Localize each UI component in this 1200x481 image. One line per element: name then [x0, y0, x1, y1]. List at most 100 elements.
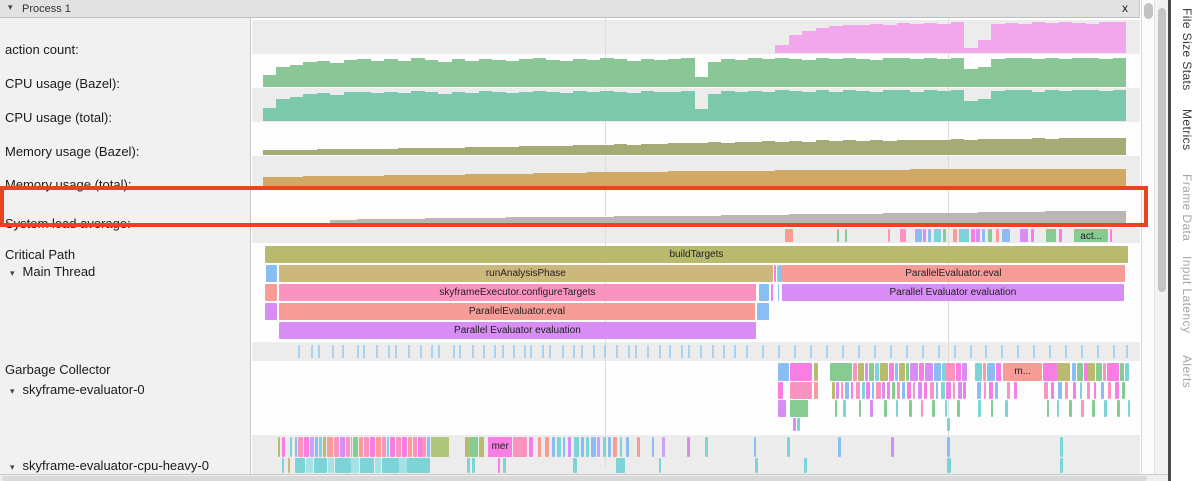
trace-slice[interactable]: [942, 229, 946, 242]
trace-slice[interactable]: [334, 458, 351, 473]
gc-tick[interactable]: [857, 345, 860, 358]
trace-slice[interactable]: [929, 382, 934, 399]
trace-slice[interactable]: [282, 437, 285, 457]
trace-slice[interactable]: [557, 437, 562, 457]
trace-slice[interactable]: [935, 382, 939, 399]
trace-slice[interactable]: [1056, 400, 1060, 417]
trace-slice[interactable]: [983, 382, 987, 399]
gc-tick[interactable]: [700, 345, 703, 358]
trace-slice[interactable]: [1119, 363, 1124, 381]
flame-row[interactable]: mer: [252, 437, 1140, 457]
trace-slice[interactable]: [426, 437, 430, 457]
trace-slice[interactable]: [290, 437, 292, 457]
trace-slice[interactable]: [662, 437, 665, 457]
trace-slice[interactable]: [831, 382, 835, 399]
gc-tick[interactable]: [1001, 345, 1004, 358]
trace-slice[interactable]: [651, 437, 655, 457]
track-vertical-scrollbar[interactable]: [1141, 0, 1154, 474]
trace-slice[interactable]: [941, 382, 945, 399]
gc-tick[interactable]: [634, 345, 637, 358]
trace-slice[interactable]: [574, 437, 579, 457]
gc-tick[interactable]: [873, 345, 876, 358]
trace-slice[interactable]: [608, 437, 611, 457]
trace-slice[interactable]: [840, 382, 844, 399]
chevron-down-icon[interactable]: ▾: [10, 386, 15, 396]
gc-tick[interactable]: [921, 345, 924, 358]
gc-tick[interactable]: [627, 345, 630, 358]
gc-tick[interactable]: [761, 345, 764, 358]
trace-slice[interactable]: [350, 437, 353, 457]
trace-slice[interactable]: [774, 265, 776, 282]
trace-slice[interactable]: [1072, 382, 1077, 399]
trace-slice[interactable]: [777, 363, 790, 381]
flame-row[interactable]: skyframeExecutor.configureTargets Paralle…: [252, 284, 1140, 301]
trace-slice[interactable]: [933, 229, 942, 242]
trace-slice[interactable]: [323, 437, 326, 457]
trace-slice[interactable]: [907, 382, 911, 399]
trace-slice[interactable]: [309, 437, 315, 457]
trace-slice[interactable]: [1076, 363, 1084, 381]
trace-slice[interactable]: [1116, 400, 1120, 417]
trace-slice[interactable]: [529, 437, 533, 457]
page-vertical-scrollbar-thumb[interactable]: [1158, 8, 1166, 292]
gc-tick[interactable]: [889, 345, 892, 358]
trace-slice[interactable]: [1100, 382, 1105, 399]
trace-slice[interactable]: [845, 229, 848, 242]
trace-slice[interactable]: [408, 437, 412, 457]
track-row-system-load[interactable]: [252, 190, 1140, 227]
trace-slice[interactable]: [363, 437, 370, 457]
gc-tick[interactable]: [356, 345, 359, 358]
trace-slice[interactable]: [328, 458, 334, 473]
tab-file-size-stats[interactable]: File Size Stats: [1180, 8, 1194, 91]
flame-row[interactable]: buildTargets: [252, 246, 1140, 263]
gc-tick[interactable]: [529, 345, 532, 358]
gc-tick[interactable]: [387, 345, 390, 358]
trace-slice[interactable]: [882, 382, 886, 399]
gc-tick[interactable]: [363, 345, 365, 358]
trace-slice[interactable]: [779, 265, 782, 282]
trace-slice[interactable]: [933, 363, 942, 381]
trace-slice[interactable]: [886, 382, 891, 399]
horizontal-scrollbar-thumb[interactable]: [2, 476, 1147, 481]
trace-slice[interactable]: [1124, 363, 1130, 381]
gc-tick[interactable]: [1125, 345, 1128, 358]
flame-row[interactable]: [252, 458, 1140, 473]
gc-tick[interactable]: [494, 345, 497, 358]
trace-slice[interactable]: [613, 437, 617, 457]
gc-tick[interactable]: [937, 345, 940, 358]
gc-tick[interactable]: [841, 345, 844, 358]
gc-tick[interactable]: [472, 345, 475, 358]
track-vertical-scrollbar-thumb[interactable]: [1144, 3, 1153, 19]
gc-tick[interactable]: [793, 345, 796, 358]
trace-slice[interactable]: [971, 229, 976, 242]
trace-slice[interactable]: [974, 363, 982, 381]
trace-slice[interactable]: [836, 382, 839, 399]
gc-tick[interactable]: [408, 345, 411, 358]
trace-slice[interactable]: [777, 284, 780, 301]
trace-slice[interactable]: ParallelEvaluator.eval: [278, 303, 755, 320]
trace-slice[interactable]: [306, 458, 314, 473]
trace-slice[interactable]: [875, 363, 879, 381]
trace-slice[interactable]: [1059, 229, 1063, 242]
trace-slice[interactable]: [1030, 229, 1034, 242]
trace-slice[interactable]: [952, 229, 957, 242]
trace-slice[interactable]: [790, 382, 813, 399]
gc-tick[interactable]: [317, 345, 320, 358]
trace-slice[interactable]: [790, 363, 813, 381]
trace-slice[interactable]: [978, 400, 982, 417]
trace-slice[interactable]: [333, 437, 339, 457]
trace-slice[interactable]: [899, 363, 905, 381]
trace-slice[interactable]: [976, 382, 982, 399]
trace-slice[interactable]: [947, 437, 950, 457]
trace-slice[interactable]: [1095, 363, 1102, 381]
gc-tick[interactable]: [482, 345, 485, 358]
trace-slice[interactable]: [776, 265, 779, 282]
trace-slice[interactable]: [265, 265, 278, 282]
trace-slice[interactable]: [988, 229, 993, 242]
trace-slice[interactable]: [941, 363, 946, 381]
track-row-mem-bazel[interactable]: [252, 122, 1140, 156]
trace-slice[interactable]: [314, 458, 328, 473]
gc-tick[interactable]: [734, 345, 737, 358]
trace-slice[interactable]: [918, 382, 922, 399]
gc-tick[interactable]: [341, 345, 344, 358]
